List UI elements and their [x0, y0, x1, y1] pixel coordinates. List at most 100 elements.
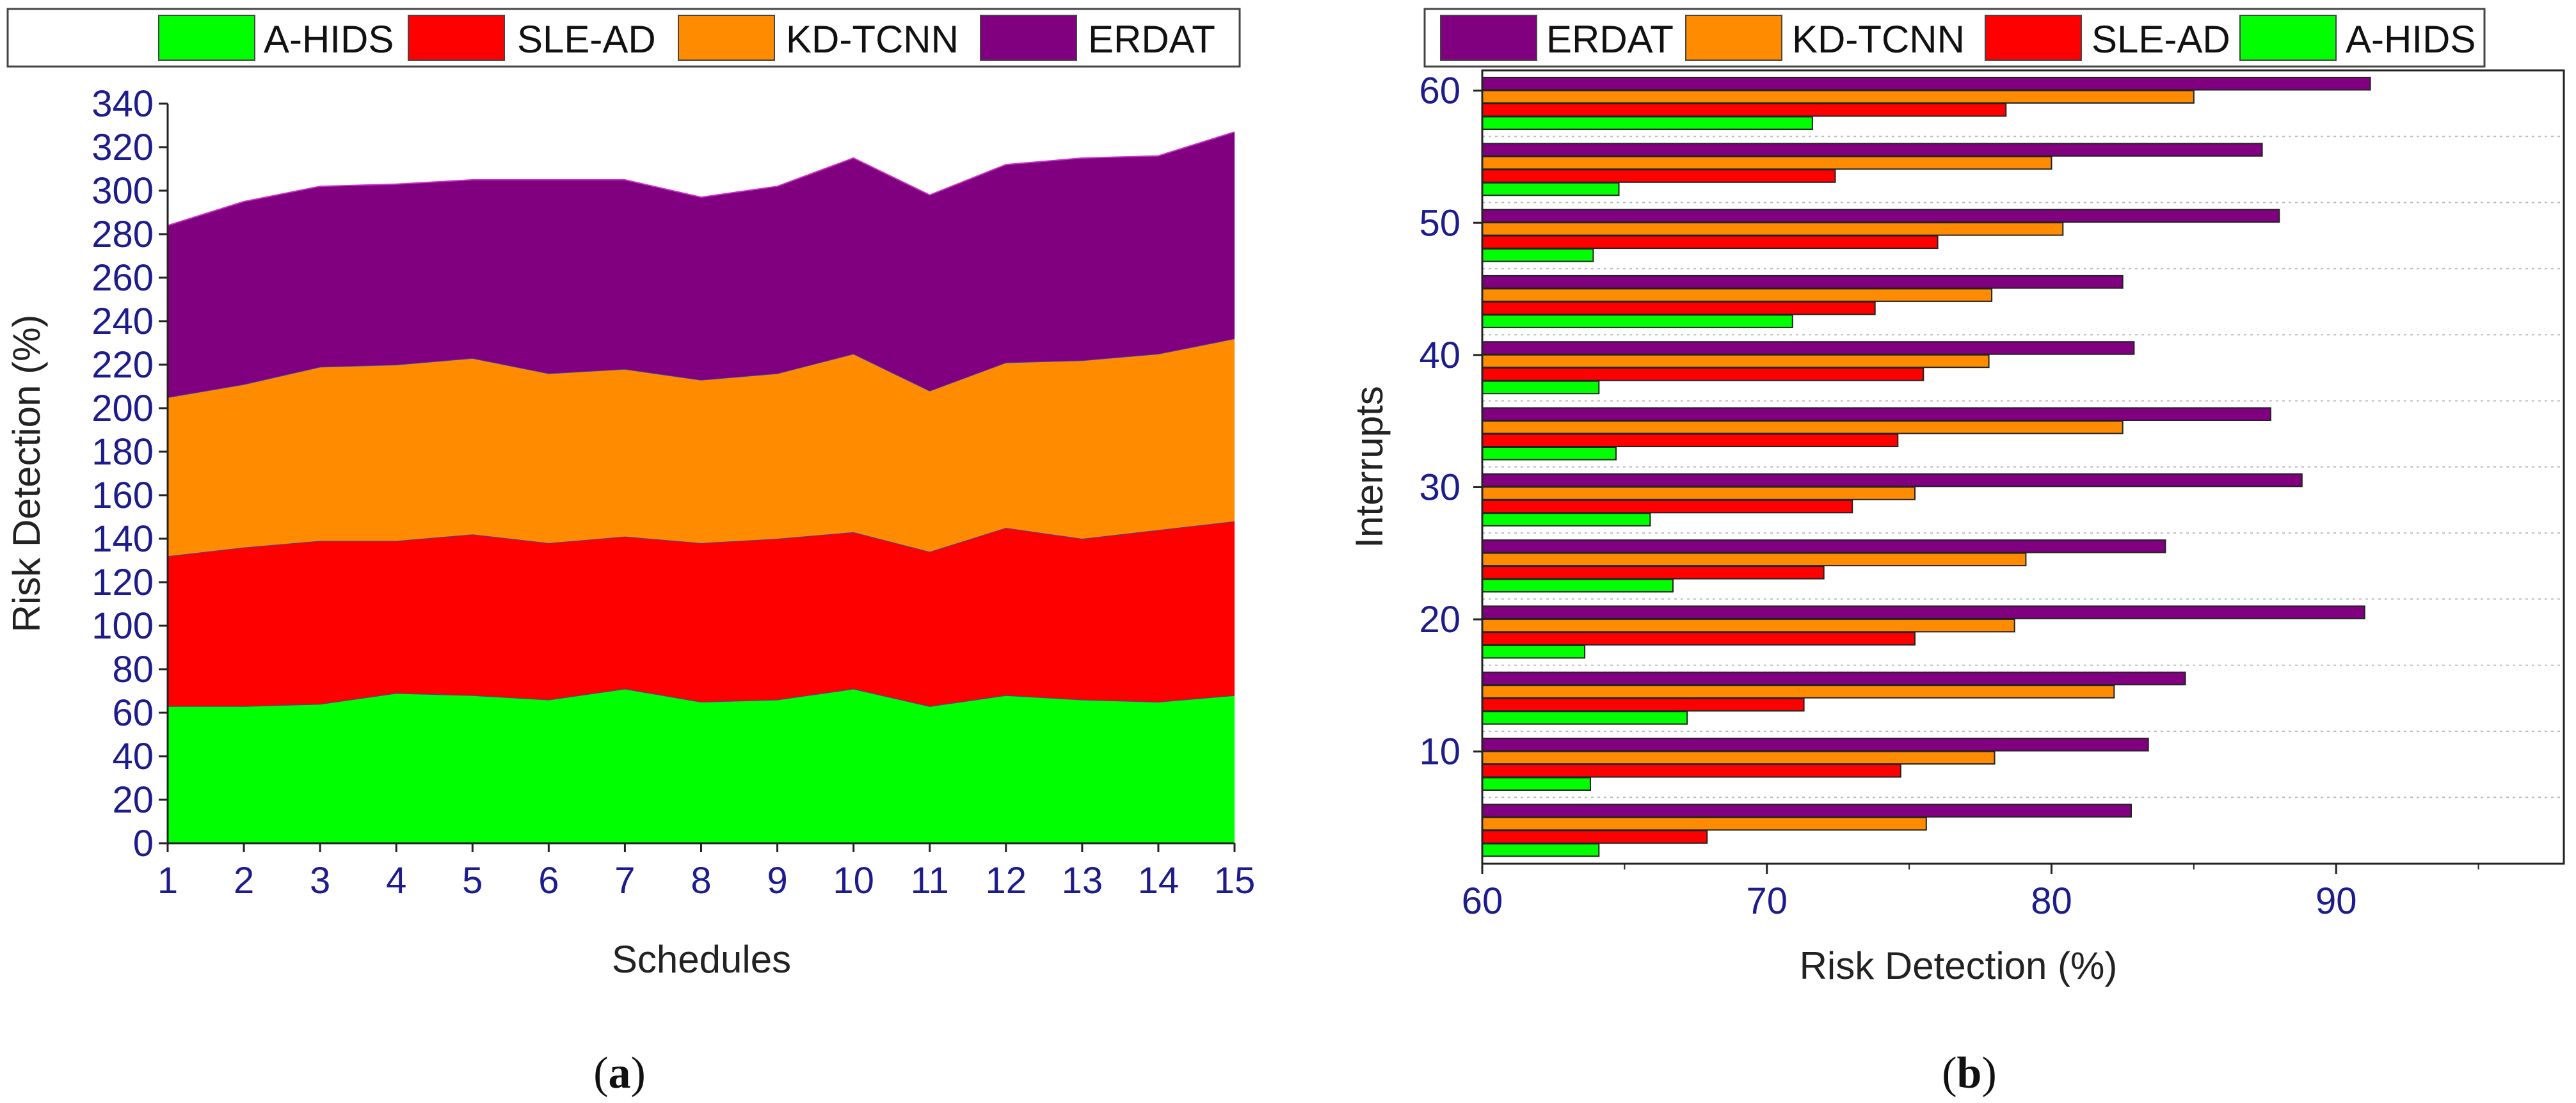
y-ticks-a: 0204060801001201401601802002202402602803…: [92, 83, 168, 864]
bar-kd-tcnn-55: [1482, 155, 2052, 170]
bar-a-hids-35: [1482, 447, 1617, 461]
y-tick-label-a: 40: [112, 736, 154, 777]
bar-a-hids-20: [1482, 644, 1586, 659]
y-tick-label-a: 180: [92, 431, 154, 473]
bar-erdat-45: [1482, 274, 2124, 289]
bar-sle-ad-40: [1482, 367, 1924, 381]
chart-a: 0204060801001201401601802002202402602803…: [5, 8, 1255, 1098]
bar-kd-tcnn-30: [1482, 486, 1916, 500]
x-tick-label-b: 80: [2031, 880, 2072, 922]
x-ticks-b: 60 70 80 90: [1462, 864, 2479, 922]
x-tick-label-a: 15: [1214, 860, 1256, 901]
bar-sle-ad-60: [1482, 103, 2007, 117]
bar-a-hids-5: [1482, 843, 1600, 857]
bar-kd-tcnn-5: [1482, 816, 1927, 831]
bar-erdat-30: [1482, 473, 2303, 488]
y-tick-label-a: 20: [112, 779, 154, 821]
legend-label-a-hids: A-HIDS: [264, 18, 394, 61]
bar-kd-tcnn-50: [1482, 222, 2064, 236]
bar-sle-ad-50: [1482, 235, 1939, 250]
bar-a-hids-55: [1482, 182, 1620, 196]
legend-label-sle-ad-b: SLE-AD: [2092, 18, 2230, 61]
y-tick-label-a: 220: [92, 344, 154, 386]
y-grid-b: [1482, 136, 2564, 798]
y-tick-label-a: 200: [92, 388, 154, 429]
bar-sle-ad-30: [1482, 499, 1853, 514]
bar-erdat-10: [1482, 738, 2149, 752]
bar-kd-tcnn-40: [1482, 354, 1990, 369]
x-axis-label-b: Risk Detection (%): [1800, 944, 2118, 987]
bar-erdat-15: [1482, 671, 2186, 686]
chart-b: 60 70 80 90 10 20 30 40 50 60 Risk Detection (%)…: [1348, 8, 2565, 1098]
legend-swatch-a-hids-b: [2239, 15, 2337, 61]
bar-sle-ad-5: [1482, 830, 1708, 844]
bar-kd-tcnn-10: [1482, 750, 1996, 765]
x-tick-label-a: 9: [767, 860, 787, 901]
x-ticks-a: 1 2 3 4 5 6 7 8 9 10 11 12 13 14 15: [157, 843, 1255, 901]
bar-erdat-60: [1482, 77, 2371, 91]
bar-kd-tcnn-60: [1482, 90, 2195, 104]
y-tick-label-b: 30: [1419, 466, 1460, 508]
legend-label-a-hids-b: A-HIDS: [2346, 18, 2476, 61]
x-tick-label-a: 10: [833, 860, 874, 901]
y-tick-label-a: 80: [112, 649, 154, 690]
legend-a: A-HIDS SLE-AD KD-TCNN ERDAT: [6, 8, 1241, 68]
bar-sle-ad-25: [1482, 566, 1825, 580]
x-axis-label-a: Schedules: [612, 938, 791, 981]
x-tick-label-a: 12: [986, 860, 1027, 901]
y-tick-label-a: 100: [92, 605, 154, 647]
bar-sle-ad-35: [1482, 433, 1899, 447]
y-tick-label-b: 10: [1419, 731, 1460, 773]
area-edge-erdat: [167, 131, 1235, 226]
legend-label-sle-ad: SLE-AD: [517, 18, 656, 61]
x-tick-label-a: 13: [1062, 860, 1103, 901]
bar-erdat-35: [1482, 407, 2271, 421]
legend-label-kd-tcnn: KD-TCNN: [786, 18, 959, 61]
legend-swatch-a-hids: [158, 15, 255, 61]
bar-kd-tcnn-20: [1482, 618, 2015, 633]
x-tick-label-b: 70: [1746, 880, 1788, 922]
legend-swatch-sle-ad-b: [1985, 15, 2082, 61]
y-tick-label-a: 340: [92, 83, 154, 125]
bar-kd-tcnn-45: [1482, 288, 1993, 302]
x-tick-label-a: 5: [462, 860, 483, 901]
y-tick-label-b: 60: [1419, 70, 1460, 112]
bar-kd-tcnn-25: [1482, 552, 2027, 567]
bar-groups: [1482, 77, 2371, 857]
y-ticks-b: 10 20 30 40 50 60: [1419, 70, 1482, 773]
bar-sle-ad-45: [1482, 301, 1876, 315]
area-erdat: [168, 132, 1235, 397]
x-tick-label-a: 2: [234, 860, 254, 901]
y-tick-label-a: 60: [112, 692, 154, 734]
bar-a-hids-10: [1482, 777, 1591, 791]
y-tick-label-b: 20: [1419, 599, 1460, 640]
x-tick-label-a: 6: [538, 860, 559, 901]
x-tick-label-a: 7: [614, 860, 635, 901]
y-tick-label-b: 40: [1419, 335, 1460, 376]
legend-label-kd-tcnn-b: KD-TCNN: [1792, 18, 1965, 61]
x-tick-label-b: 90: [2316, 880, 2357, 922]
x-tick-label-a: 14: [1138, 860, 1180, 901]
bar-a-hids-15: [1482, 711, 1688, 725]
y-tick-label-a: 240: [92, 301, 154, 342]
bar-a-hids-30: [1482, 512, 1651, 527]
bar-sle-ad-10: [1482, 764, 1901, 778]
legend-swatch-kd-tcnn: [678, 15, 775, 61]
plot-frame-b: [1481, 69, 2565, 865]
bar-erdat-50: [1482, 209, 2280, 223]
bar-sle-ad-55: [1482, 169, 1836, 183]
area-kd-tcnn: [168, 338, 1235, 557]
bar-a-hids-60: [1482, 116, 1813, 130]
y-axis-label-a: Risk Detection (%): [5, 315, 48, 633]
bar-erdat-40: [1482, 341, 2135, 355]
bar-a-hids-45: [1482, 314, 1793, 328]
panel-label-b: (b): [1942, 1049, 1997, 1098]
legend-swatch-kd-tcnn-b: [1685, 15, 1782, 61]
area-a-hids: [168, 688, 1235, 843]
bar-a-hids-25: [1482, 578, 1674, 593]
legend-label-erdat: ERDAT: [1088, 18, 1215, 61]
bar-erdat-25: [1482, 539, 2166, 553]
area-layers: [167, 131, 1235, 843]
bar-erdat-5: [1482, 804, 2132, 818]
bar-erdat-20: [1482, 605, 2365, 619]
